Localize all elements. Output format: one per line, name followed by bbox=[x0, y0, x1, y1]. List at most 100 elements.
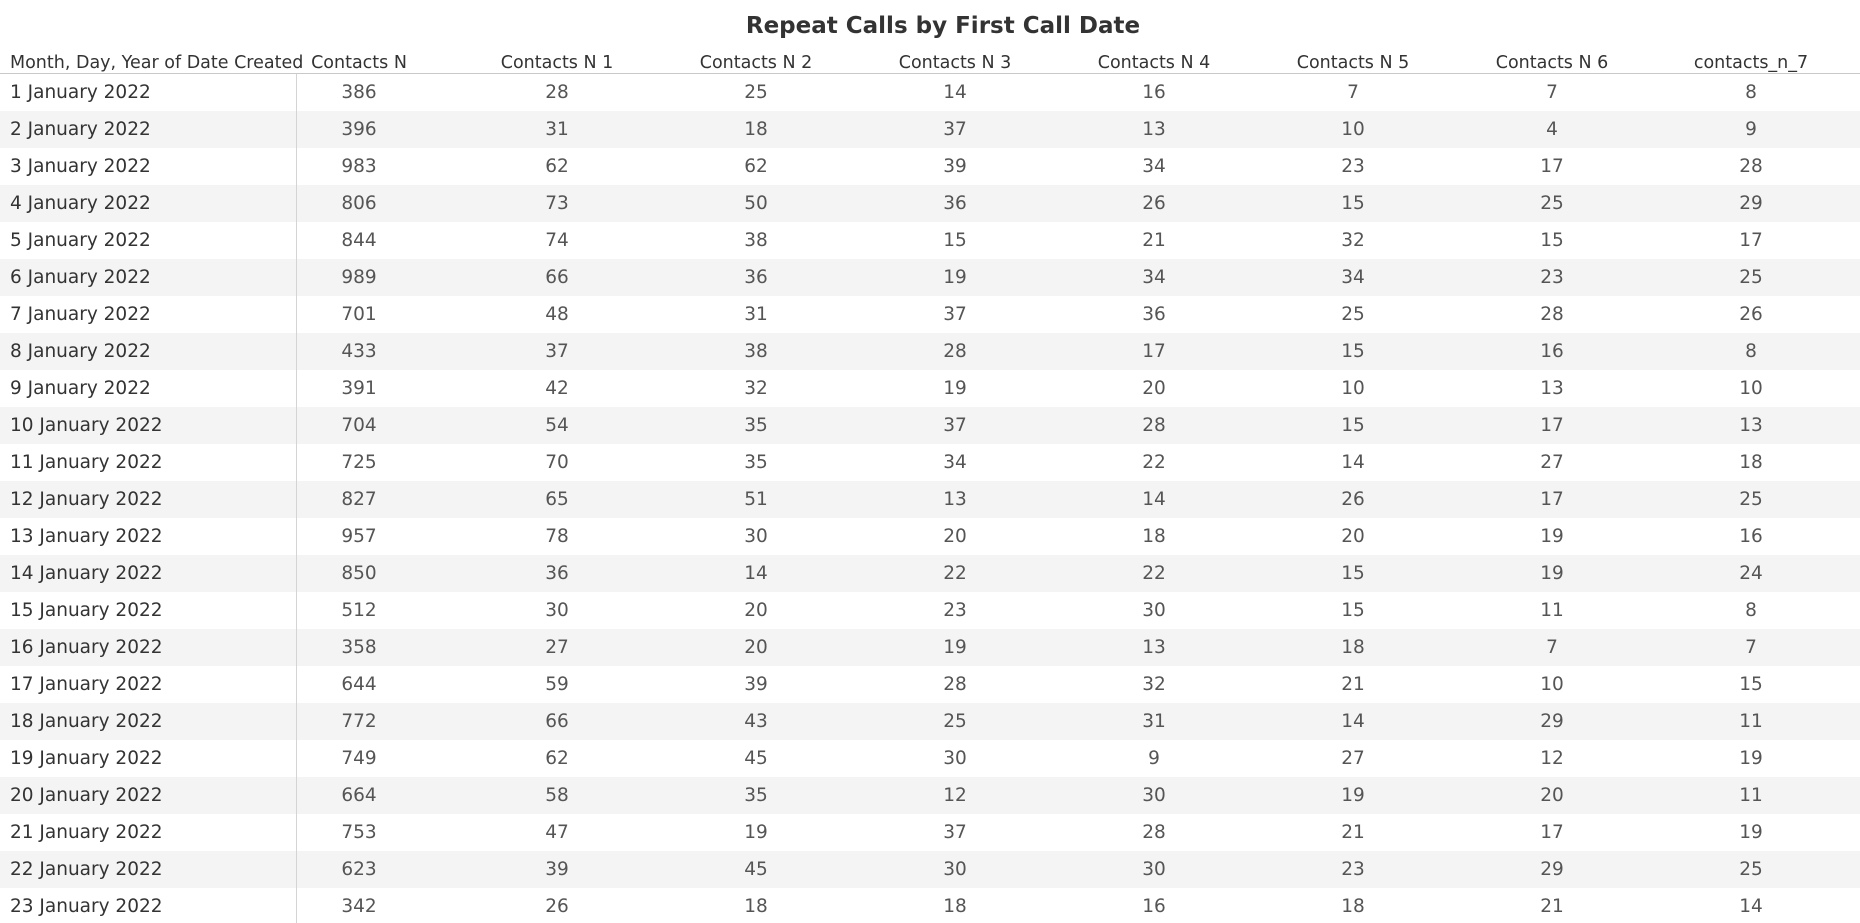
table-cell-value: 22 bbox=[1142, 452, 1166, 473]
table-cell-value: 20 bbox=[1341, 526, 1365, 547]
row-header-date: 18 January 2022 bbox=[10, 711, 163, 732]
table-cell-value: 19 bbox=[943, 637, 967, 658]
table-cell-value: 37 bbox=[943, 415, 967, 436]
table-cell-value: 22 bbox=[1142, 563, 1166, 584]
table-cell-value: 11 bbox=[1739, 711, 1763, 732]
table-cell-value: 10 bbox=[1341, 119, 1365, 140]
table-cell-value: 54 bbox=[545, 415, 569, 436]
table-cell-value: 30 bbox=[943, 748, 967, 769]
table-cell-value: 26 bbox=[1341, 489, 1365, 510]
table-cell-value: 725 bbox=[341, 452, 377, 473]
table-cell-value: 39 bbox=[744, 674, 768, 695]
table-cell-value: 14 bbox=[943, 82, 967, 103]
table-cell-value: 26 bbox=[1142, 193, 1166, 214]
row-header-date: 11 January 2022 bbox=[10, 452, 163, 473]
table-cell-value: 28 bbox=[1142, 415, 1166, 436]
table-cell-value: 11 bbox=[1540, 600, 1564, 621]
table-cell-value: 22 bbox=[943, 563, 967, 584]
table-cell-value: 8 bbox=[1745, 341, 1757, 362]
column-header-1[interactable]: Contacts N 1 bbox=[500, 53, 614, 73]
table-cell-value: 30 bbox=[1142, 859, 1166, 880]
table-cell-value: 34 bbox=[943, 452, 967, 473]
row-header-date: 4 January 2022 bbox=[10, 193, 151, 214]
table-cell-value: 396 bbox=[341, 119, 377, 140]
table-cell-value: 391 bbox=[341, 378, 377, 399]
table-cell-value: 512 bbox=[341, 600, 377, 621]
table-row: 4 January 2022 806 73 50 36 26 15 25 29 bbox=[0, 185, 1860, 222]
table-cell-value: 10 bbox=[1739, 378, 1763, 399]
table-cell-value: 13 bbox=[1142, 119, 1166, 140]
table-cell-value: 13 bbox=[1739, 415, 1763, 436]
row-header-date: 6 January 2022 bbox=[10, 267, 151, 288]
table-cell-value: 23 bbox=[1341, 156, 1365, 177]
table-cell-value: 15 bbox=[943, 230, 967, 251]
table-cell-value: 27 bbox=[1341, 748, 1365, 769]
table-cell-value: 21 bbox=[1341, 674, 1365, 695]
column-header-2[interactable]: Contacts N 2 bbox=[699, 53, 813, 73]
table-row: 9 January 2022 391 42 32 19 20 10 13 10 bbox=[0, 370, 1860, 407]
table-cell-value: 35 bbox=[744, 452, 768, 473]
row-header-date: 12 January 2022 bbox=[10, 489, 163, 510]
table-cell-value: 34 bbox=[1142, 156, 1166, 177]
table-row: 10 January 2022 704 54 35 37 28 15 17 13 bbox=[0, 407, 1860, 444]
table-cell-value: 19 bbox=[1540, 563, 1564, 584]
table-cell-value: 433 bbox=[341, 341, 377, 362]
table-cell-value: 35 bbox=[744, 415, 768, 436]
table-cell-value: 16 bbox=[1142, 82, 1166, 103]
table-row: 23 January 2022 342 26 18 18 16 18 21 14 bbox=[0, 888, 1860, 923]
row-header-date: 16 January 2022 bbox=[10, 637, 163, 658]
table-cell-value: 18 bbox=[744, 896, 768, 917]
table-cell-value: 16 bbox=[1142, 896, 1166, 917]
table-cell-value: 30 bbox=[1142, 785, 1166, 806]
column-header-7[interactable]: contacts_n_7 bbox=[1693, 53, 1809, 73]
table-cell-value: 32 bbox=[1341, 230, 1365, 251]
column-header-3[interactable]: Contacts N 3 bbox=[898, 53, 1012, 73]
table-cell-value: 13 bbox=[1142, 637, 1166, 658]
table-cell-value: 13 bbox=[1540, 378, 1564, 399]
table-cell-value: 18 bbox=[1739, 452, 1763, 473]
table-cell-value: 19 bbox=[943, 378, 967, 399]
table-cell-value: 37 bbox=[943, 304, 967, 325]
row-header-date: 10 January 2022 bbox=[10, 415, 163, 436]
table-cell-value: 14 bbox=[1142, 489, 1166, 510]
table-row: 5 January 2022 844 74 38 15 21 32 15 17 bbox=[0, 222, 1860, 259]
table-cell-value: 43 bbox=[744, 711, 768, 732]
table-cell-value: 39 bbox=[943, 156, 967, 177]
row-header-date: 20 January 2022 bbox=[10, 785, 163, 806]
table-cell-value: 10 bbox=[1540, 674, 1564, 695]
column-header-6[interactable]: Contacts N 6 bbox=[1495, 53, 1609, 73]
column-header-5[interactable]: Contacts N 5 bbox=[1296, 53, 1410, 73]
row-header-date: 23 January 2022 bbox=[10, 896, 163, 917]
table-cell-value: 42 bbox=[545, 378, 569, 399]
row-header-date: 2 January 2022 bbox=[10, 119, 151, 140]
table-row: 13 January 2022 957 78 30 20 18 20 19 16 bbox=[0, 518, 1860, 555]
table-row: 11 January 2022 725 70 35 34 22 14 27 18 bbox=[0, 444, 1860, 481]
table-cell-value: 19 bbox=[744, 822, 768, 843]
table-cell-value: 48 bbox=[545, 304, 569, 325]
table-cell-value: 25 bbox=[943, 711, 967, 732]
table-cell-value: 17 bbox=[1540, 415, 1564, 436]
table-cell-value: 18 bbox=[943, 896, 967, 917]
table-cell-value: 386 bbox=[341, 82, 377, 103]
table-cell-value: 13 bbox=[943, 489, 967, 510]
column-header-date[interactable]: Month, Day, Year of Date Created bbox=[10, 53, 304, 73]
table-cell-value: 30 bbox=[943, 859, 967, 880]
row-header-date: 7 January 2022 bbox=[10, 304, 151, 325]
table-cell-value: 31 bbox=[1142, 711, 1166, 732]
table-cell-value: 34 bbox=[1142, 267, 1166, 288]
table-cell-value: 25 bbox=[1341, 304, 1365, 325]
table-cell-value: 31 bbox=[744, 304, 768, 325]
column-header-0[interactable]: Contacts N bbox=[311, 53, 407, 73]
table-cell-value: 15 bbox=[1540, 230, 1564, 251]
table-cell-value: 62 bbox=[545, 748, 569, 769]
column-header-4[interactable]: Contacts N 4 bbox=[1097, 53, 1211, 73]
table-cell-value: 16 bbox=[1739, 526, 1763, 547]
table-row: 19 January 2022 749 62 45 30 9 27 12 19 bbox=[0, 740, 1860, 777]
table-cell-value: 11 bbox=[1739, 785, 1763, 806]
table-cell-value: 23 bbox=[1540, 267, 1564, 288]
table-cell-value: 15 bbox=[1341, 341, 1365, 362]
table-cell-value: 25 bbox=[1739, 267, 1763, 288]
table-row: 12 January 2022 827 65 51 13 14 26 17 25 bbox=[0, 481, 1860, 518]
table-cell-value: 8 bbox=[1745, 600, 1757, 621]
table-row: 22 January 2022 623 39 45 30 30 23 29 25 bbox=[0, 851, 1860, 888]
